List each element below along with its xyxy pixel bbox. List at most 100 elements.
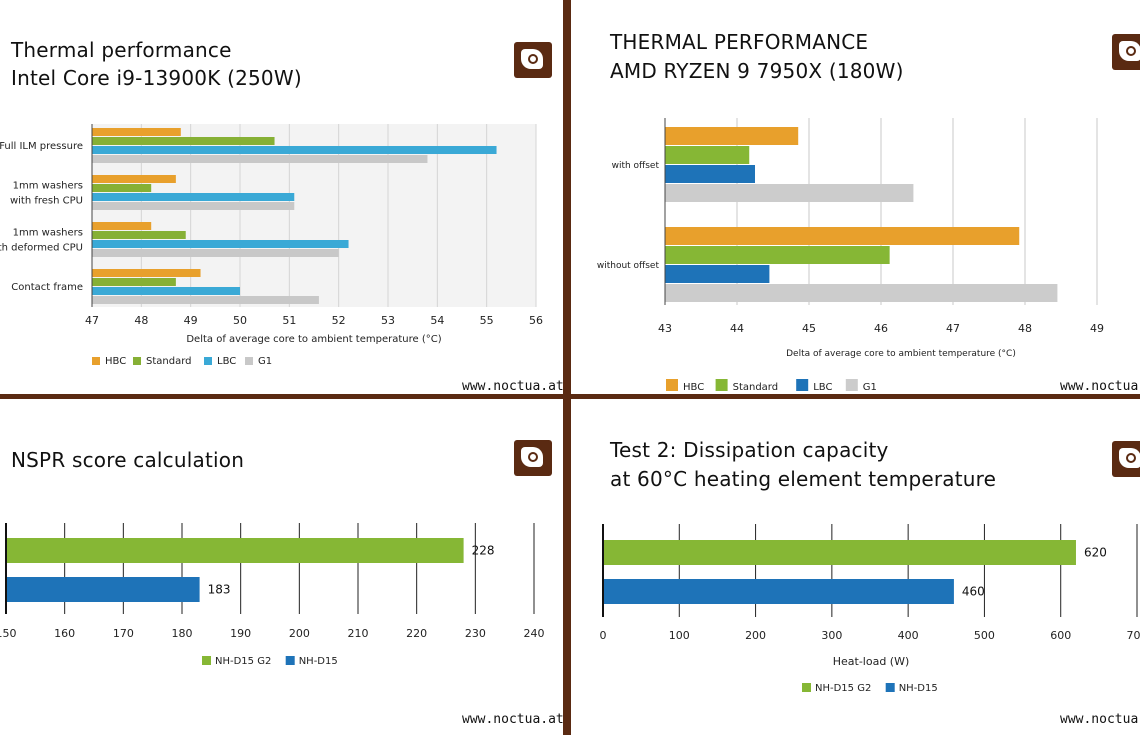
chart-panel-dissipation: Test 2: Dissipation capacity at 60°C hea… <box>571 399 1140 735</box>
bar-g1 <box>92 155 428 163</box>
category-label: 1mm washers <box>13 181 83 192</box>
legend-swatch <box>802 683 811 692</box>
bar-lbc <box>665 165 755 183</box>
legend-label: LBC <box>813 382 832 393</box>
legend-swatch <box>666 379 678 391</box>
x-tick-label: 49 <box>1090 322 1104 335</box>
x-tick-label: 200 <box>289 627 310 640</box>
category-label: with offset <box>612 161 660 171</box>
legend-label: NH-D15 <box>299 656 338 667</box>
bar-lbc <box>665 265 770 283</box>
legend-label: Standard <box>733 382 779 393</box>
noctua-owl-logo-icon <box>514 42 552 78</box>
x-tick-label: 48 <box>134 314 148 327</box>
x-tick-label: 300 <box>821 629 842 642</box>
bar-nh-d15 <box>6 577 200 602</box>
legend-swatch <box>845 379 858 391</box>
x-tick-label: 400 <box>898 629 919 642</box>
noctua-owl-logo-icon <box>514 440 552 476</box>
x-tick-label: 150 <box>0 627 17 640</box>
x-tick-label: 190 <box>230 627 251 640</box>
legend-label: G1 <box>863 382 877 393</box>
data-label: 620 <box>1084 546 1107 560</box>
x-axis-title: Heat-load (W) <box>833 655 910 668</box>
website-url: www.noctua.at <box>462 712 563 727</box>
noctua-owl-logo-icon <box>1112 34 1140 70</box>
x-tick-label: 240 <box>524 627 545 640</box>
legend-label: HBC <box>683 382 704 393</box>
x-tick-label: 52 <box>332 314 346 327</box>
bar-hbc <box>92 269 201 277</box>
x-tick-label: 170 <box>113 627 134 640</box>
x-tick-label: 47 <box>85 314 99 327</box>
x-tick-label: 53 <box>381 314 395 327</box>
chart-panel-nspr: NSPR score calculation 150 160 170 180 190 20… <box>0 399 563 735</box>
category-label: with fresh CPU <box>10 196 83 207</box>
x-tick-label: 50 <box>233 314 247 327</box>
chart-dissipation-capacity: 0 100 200 300 400 500 600 700 620 460 Heat-load (W… <box>600 524 1140 694</box>
chart-title-line-1: Thermal performance <box>11 38 232 62</box>
legend-swatch <box>92 357 100 365</box>
x-tick-label: 700 <box>1127 629 1140 642</box>
bar-standard <box>665 246 890 264</box>
chart-title-line-2: Intel Core i9-13900K (250W) <box>11 66 302 90</box>
chart-title-line-2: at 60°C heating element temperature <box>610 467 997 491</box>
bar-nh-d15-g2 <box>6 538 464 563</box>
x-axis-title: Delta of average core to ambient tempera… <box>186 334 441 345</box>
bar-standard <box>92 137 275 145</box>
chart-panel-intel: Thermal performance Intel Core i9-13900K… <box>0 0 563 394</box>
chart-title-line-1: NSPR score calculation <box>11 448 245 472</box>
x-tick-label: 54 <box>430 314 444 327</box>
chart-intel-thermal: 47 48 49 50 51 52 53 54 55 56 Full ILM pressure 1mm… <box>0 124 543 367</box>
data-label: 228 <box>472 544 495 558</box>
chart-nspr-score: 150 160 170 180 190 200 210 220 230 240 228 183 NH-D… <box>0 523 545 667</box>
chart-title-line-2: AMD RYZEN 9 7950X (180W) <box>610 59 904 83</box>
x-tick-label: 200 <box>745 629 766 642</box>
category-label: Contact frame <box>11 282 83 293</box>
x-tick-label: 160 <box>54 627 75 640</box>
x-tick-label: 43 <box>658 322 672 335</box>
legend-swatch <box>133 357 141 365</box>
x-tick-label: 48 <box>1018 322 1032 335</box>
bar-lbc <box>92 146 497 154</box>
legend-label: NH-D15 G2 <box>215 656 271 667</box>
bar-hbc <box>92 128 181 136</box>
x-tick-label: 210 <box>348 627 369 640</box>
x-tick-label: 49 <box>184 314 198 327</box>
website-url: www.noctua.at <box>1060 379 1140 394</box>
vertical-divider <box>563 0 571 735</box>
chart-title-line-1: THERMAL PERFORMANCE <box>610 30 869 54</box>
bar-lbc <box>92 287 240 295</box>
legend-swatch <box>885 683 895 692</box>
x-tick-label: 56 <box>529 314 543 327</box>
legend-label: Standard <box>146 356 192 367</box>
x-axis-title: Delta of average core to ambient tempera… <box>786 349 1016 359</box>
bar-standard <box>92 231 186 239</box>
legend-swatch <box>796 379 809 391</box>
bar-standard <box>92 184 152 192</box>
legend-label: HBC <box>105 356 126 367</box>
bar-standard <box>665 146 750 164</box>
x-tick-label: 0 <box>600 629 607 642</box>
x-tick-label: 55 <box>480 314 494 327</box>
chart-panel-amd: THERMAL PERFORMANCE AMD RYZEN 9 7950X (1… <box>571 0 1140 394</box>
x-tick-label: 46 <box>874 322 888 335</box>
x-tick-label: 45 <box>802 322 816 335</box>
data-label: 183 <box>208 583 231 597</box>
horizontal-divider <box>0 394 1140 399</box>
x-tick-label: 230 <box>465 627 486 640</box>
website-url: www.noctua.at <box>462 379 563 394</box>
x-tick-label: 100 <box>669 629 690 642</box>
bar-g1 <box>665 184 914 202</box>
category-label: Full ILM pressure <box>0 141 83 152</box>
bar-hbc <box>665 227 1020 245</box>
category-label: with deformed CPU <box>0 243 83 254</box>
chart-amd-thermal: 43 44 45 46 47 48 49 with offset without offset D… <box>597 118 1104 393</box>
bar-g1 <box>92 249 339 257</box>
legend-label: LBC <box>217 356 236 367</box>
x-tick-label: 500 <box>974 629 995 642</box>
legend-label: NH-D15 <box>899 683 938 694</box>
chart-title-line-1: Test 2: Dissipation capacity <box>610 438 889 462</box>
bar-hbc <box>92 222 152 230</box>
noctua-owl-logo-icon <box>1112 441 1140 477</box>
